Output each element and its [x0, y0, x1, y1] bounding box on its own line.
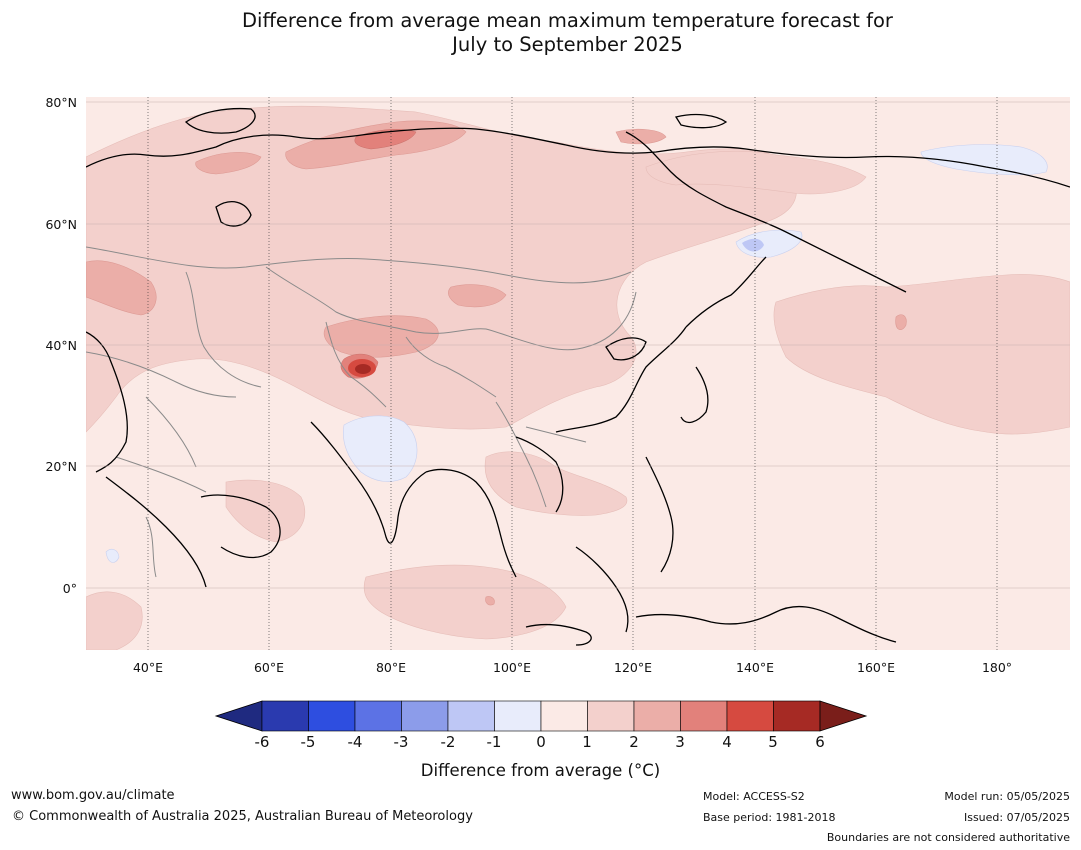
forecast-map	[86, 97, 1070, 650]
cbar-tick-0: 0	[536, 733, 546, 751]
colorbar-extend-low	[214, 700, 263, 732]
title-line-1: Difference from average mean maximum tem…	[242, 9, 893, 32]
cbar-tick-3: 3	[675, 733, 685, 751]
colorbar-cell	[447, 700, 495, 732]
lon-label-100e: 100°E	[492, 660, 532, 675]
lon-label-120e: 120°E	[613, 660, 653, 675]
lat-label-20n: 20°N	[45, 459, 77, 474]
cbar-tick-1: 1	[582, 733, 592, 751]
cbar-tick-2: 2	[629, 733, 639, 751]
cbar-tick-m2: -2	[440, 733, 456, 751]
cbar-tick-m4: -4	[347, 733, 363, 751]
base-period-text: Base period: 1981-2018	[703, 811, 836, 824]
colorbar-cell	[680, 700, 728, 732]
website-link[interactable]: www.bom.gov.au/climate	[11, 788, 175, 803]
colorbar-cell	[726, 700, 774, 732]
colorbar-cell	[587, 700, 635, 732]
cbar-tick-m5: -5	[300, 733, 316, 751]
lon-label-60e: 60°E	[253, 660, 285, 675]
colorbar-extend-high	[819, 700, 868, 732]
lon-label-160e: 160°E	[856, 660, 896, 675]
colorbar-label: Difference from average (°C)	[420, 761, 661, 780]
colorbar-cell	[494, 700, 542, 732]
issued-text: Issued: 07/05/2025	[963, 811, 1070, 824]
colorbar-cell	[633, 700, 681, 732]
lat-gridlines	[86, 101, 1070, 589]
country-boundaries	[86, 246, 637, 578]
cbar-tick-6: 6	[815, 733, 825, 751]
lon-gridlines	[147, 97, 998, 650]
coastlines	[86, 107, 1070, 646]
model-text: Model: ACCESS-S2	[703, 790, 805, 803]
colorbar-cell	[540, 700, 588, 732]
colorbar-cell	[401, 700, 449, 732]
copyright-text: © Commonwealth of Australia 2025, Austra…	[12, 809, 473, 824]
anomaly-hotspot	[348, 359, 376, 377]
lat-label-0: 0°	[62, 581, 77, 596]
cbar-tick-m6: -6	[254, 733, 270, 751]
cbar-tick-m3: -3	[393, 733, 409, 751]
anomaly-1-2-regions	[86, 105, 1070, 650]
colorbar-cell	[773, 700, 821, 732]
lat-label-80n: 80°N	[45, 95, 77, 110]
lat-label-40n: 40°N	[45, 338, 77, 353]
cbar-tick-5: 5	[768, 733, 778, 751]
lon-label-180: 180°	[981, 660, 1013, 675]
model-run-text: Model run: 05/05/2025	[944, 790, 1070, 803]
disclaimer-text: Boundaries are not considered authoritat…	[826, 831, 1070, 844]
map-title: Difference from average mean maximum tem…	[0, 9, 1081, 57]
anomaly-negative-regions	[105, 144, 1048, 563]
title-line-2: July to September 2025	[452, 33, 683, 56]
colorbar-cell	[354, 700, 402, 732]
cbar-tick-4: 4	[722, 733, 732, 751]
lon-label-140e: 140°E	[735, 660, 775, 675]
anomaly-negative-core	[742, 238, 764, 252]
cbar-tick-m1: -1	[486, 733, 502, 751]
lon-label-80e: 80°E	[375, 660, 407, 675]
lat-label-60n: 60°N	[45, 217, 77, 232]
lon-label-40e: 40°E	[132, 660, 164, 675]
colorbar-cell	[308, 700, 356, 732]
colorbar-cell	[261, 700, 309, 732]
